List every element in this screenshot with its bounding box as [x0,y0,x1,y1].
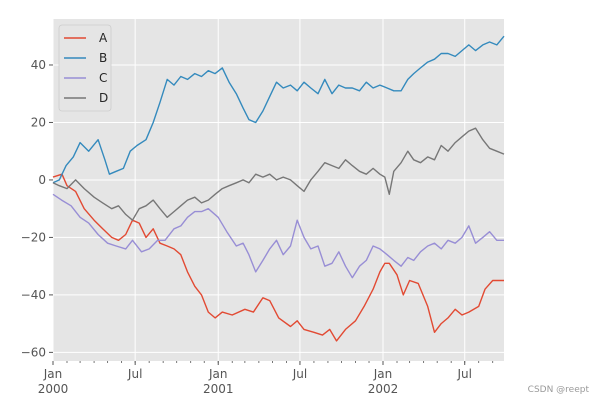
x-tick-label: Jan [43,367,63,381]
legend-label-d: D [99,91,108,105]
legend-label-c: C [99,71,107,85]
series-line-d [52,127,505,221]
x-tick-label: Jul [292,367,307,381]
y-tick-label: 40 [31,58,46,72]
x-tick-label: Jul [456,367,471,381]
x-tick-label: Jan [373,367,393,381]
x-tick-label: Jul [127,367,142,381]
series-line-b [52,35,505,184]
y-tick-label: −20 [21,230,46,244]
legend-label-b: B [99,51,107,65]
grid [52,19,504,361]
x-tick-year-label: 2001 [203,382,234,396]
y-tick-label: 0 [38,173,46,187]
x-tick-label: Jan [208,367,228,381]
legend-label-a: A [99,31,108,45]
y-tick-label: −40 [21,288,46,302]
x-tick-year-label: 2000 [38,382,69,396]
watermark: CSDN @reept [528,385,590,395]
y-tick-label: −60 [21,345,46,359]
series-line-a [52,173,504,342]
y-tick-label: 20 [31,115,46,129]
y-axis: −60 −40 −20 0 20 40 [21,58,53,359]
x-tick-year-label: 2002 [368,382,399,396]
series-lines [52,35,505,342]
series-line-c [52,193,504,279]
legend-box [58,24,112,112]
plot-background [53,19,504,361]
